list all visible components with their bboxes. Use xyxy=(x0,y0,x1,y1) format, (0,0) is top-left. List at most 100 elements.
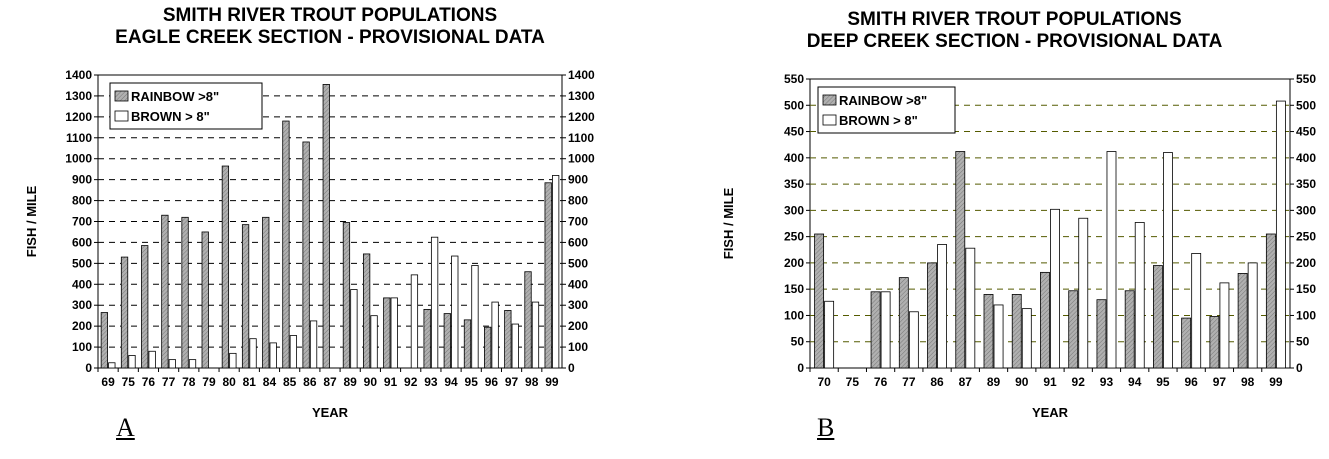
y-tick-label-left: 300 xyxy=(72,298,92,312)
bar-rainbow xyxy=(898,277,909,369)
y-tick-label-right: 150 xyxy=(1296,282,1316,296)
y-tick-label-right: 200 xyxy=(1296,256,1316,270)
x-tick-label: 77 xyxy=(162,375,176,389)
x-tick-label: 96 xyxy=(1184,375,1198,389)
x-tick-label: 90 xyxy=(364,375,378,389)
bar-brown xyxy=(410,274,419,369)
y-tick-label-right: 250 xyxy=(1296,230,1316,244)
bar-rainbow xyxy=(870,291,881,369)
x-tick-label: 95 xyxy=(465,375,479,389)
bar-rainbow xyxy=(1181,317,1192,369)
x-tick-label: 93 xyxy=(424,375,438,389)
x-axis-label: YEAR xyxy=(312,405,349,420)
bar-brown xyxy=(430,236,439,369)
legend-box xyxy=(109,82,263,130)
panel-label-b: B xyxy=(817,413,835,442)
y-tick-label-left: 1300 xyxy=(65,89,92,103)
x-tick-label: 86 xyxy=(930,375,944,389)
y-tick-label-right: 800 xyxy=(568,194,588,208)
bar-brown xyxy=(168,359,176,369)
bar-rainbow xyxy=(814,233,825,369)
y-tick-label-right: 700 xyxy=(568,215,588,229)
x-tick-label: 79 xyxy=(202,375,216,389)
bar-rainbow xyxy=(1040,271,1050,369)
bar-brown xyxy=(965,247,976,369)
bar-brown xyxy=(269,342,277,369)
y-tick-label-left: 0 xyxy=(85,361,92,375)
bar-rainbow xyxy=(120,256,129,369)
x-tick-label: 97 xyxy=(1213,375,1227,389)
x-tick-label: 87 xyxy=(959,375,973,389)
legend: RAINBOW >8" BROWN > 8" xyxy=(817,86,956,134)
chart-panel-deep-creek: SMITH RIVER TROUT POPULATIONS DEEP CREEK… xyxy=(700,0,1329,459)
y-tick-label-right: 300 xyxy=(1296,203,1316,217)
y-tick-label-left: 700 xyxy=(72,215,92,229)
y-tick-label-right: 100 xyxy=(568,340,588,354)
bar-chart-deep-creek: 0 0 50 50 100 100 150 150 200 200 250 250 300 300 350 3… xyxy=(721,72,1316,420)
y-tick-label-right: 1400 xyxy=(568,68,595,82)
x-tick-label: 93 xyxy=(1100,375,1114,389)
y-tick-label-left: 1100 xyxy=(66,131,92,145)
y-tick-label-left: 250 xyxy=(784,230,804,244)
bar-rainbow xyxy=(302,141,310,369)
bar-rainbow xyxy=(100,312,108,369)
x-tick-label: 69 xyxy=(101,375,115,389)
y-tick-label-left: 350 xyxy=(784,177,804,191)
y-tick-label-right: 600 xyxy=(568,235,588,249)
legend-label-rainbow: RAINBOW >8" xyxy=(131,89,219,104)
y-tick-label-right: 400 xyxy=(1296,151,1316,165)
bar-brown xyxy=(1275,100,1286,369)
bar-brown xyxy=(908,311,919,369)
y-tick-label-right: 500 xyxy=(1296,98,1316,112)
y-tick-label-left: 500 xyxy=(72,256,92,270)
chart-panel-eagle-creek: SMITH RIVER TROUT POPULATIONS EAGLE CREE… xyxy=(0,0,660,459)
bar-brown xyxy=(1219,282,1230,369)
x-tick-label: 94 xyxy=(1128,375,1142,389)
chart-title-line2: EAGLE CREEK SECTION - PROVISIONAL DATA xyxy=(115,27,545,48)
bar-rainbow xyxy=(983,294,994,369)
y-tick-label-left: 800 xyxy=(72,194,92,208)
bar-brown xyxy=(188,359,197,369)
bar-rainbow xyxy=(927,262,937,369)
y-tick-label-left: 550 xyxy=(784,72,804,86)
bar-rainbow xyxy=(221,165,230,369)
y-tick-label-right: 100 xyxy=(1296,308,1316,322)
y-tick-label-left: 450 xyxy=(784,125,804,139)
y-tick-label-left: 200 xyxy=(784,256,804,270)
bar-brown xyxy=(1021,308,1032,369)
bar-chart-eagle-creek: 0 0 100 100 200 200 300 300 400 400 500 500 600 600 70… xyxy=(24,68,595,420)
bar-brown xyxy=(350,289,358,369)
x-tick-label: 94 xyxy=(444,375,458,389)
legend-label-brown: BROWN > 8" xyxy=(839,113,918,128)
y-tick-label-left: 600 xyxy=(72,235,92,249)
y-tick-label-left: 1000 xyxy=(65,152,92,166)
x-axis-label: YEAR xyxy=(1032,405,1069,420)
y-tick-label-left: 1200 xyxy=(65,110,92,124)
x-tick-label: 99 xyxy=(545,375,559,389)
bar-rainbow xyxy=(262,216,270,369)
x-tick-label: 76 xyxy=(142,375,156,389)
x-tick-label: 81 xyxy=(243,375,257,389)
y-tick-label-right: 0 xyxy=(1296,361,1303,375)
bar-rainbow xyxy=(1265,233,1276,369)
x-tick-label: 80 xyxy=(222,375,236,389)
y-tick-label-right: 1000 xyxy=(568,152,595,166)
x-tick-label: 84 xyxy=(263,375,277,389)
y-tick-label-right: 0 xyxy=(568,361,575,375)
y-tick-label-left: 50 xyxy=(791,335,805,349)
legend-label-brown: BROWN > 8" xyxy=(131,109,210,124)
y-axis-label: FISH / MILE xyxy=(721,187,736,259)
y-tick-label-right: 400 xyxy=(568,277,588,291)
bar-brown xyxy=(1106,151,1117,369)
bar-rainbow xyxy=(463,319,472,369)
bar-brown xyxy=(1134,222,1145,369)
y-tick-label-right: 1300 xyxy=(568,89,595,103)
bar-brown xyxy=(993,304,1004,369)
bar-brown xyxy=(309,320,318,369)
x-tick-label: 89 xyxy=(987,375,1001,389)
y-tick-label-left: 400 xyxy=(784,151,804,165)
legend-swatch-brown xyxy=(822,114,837,126)
bar-rainbow xyxy=(1068,290,1079,369)
chart-title-line2: DEEP CREEK SECTION - PROVISIONAL DATA xyxy=(806,31,1223,52)
bar-brown xyxy=(289,335,298,369)
